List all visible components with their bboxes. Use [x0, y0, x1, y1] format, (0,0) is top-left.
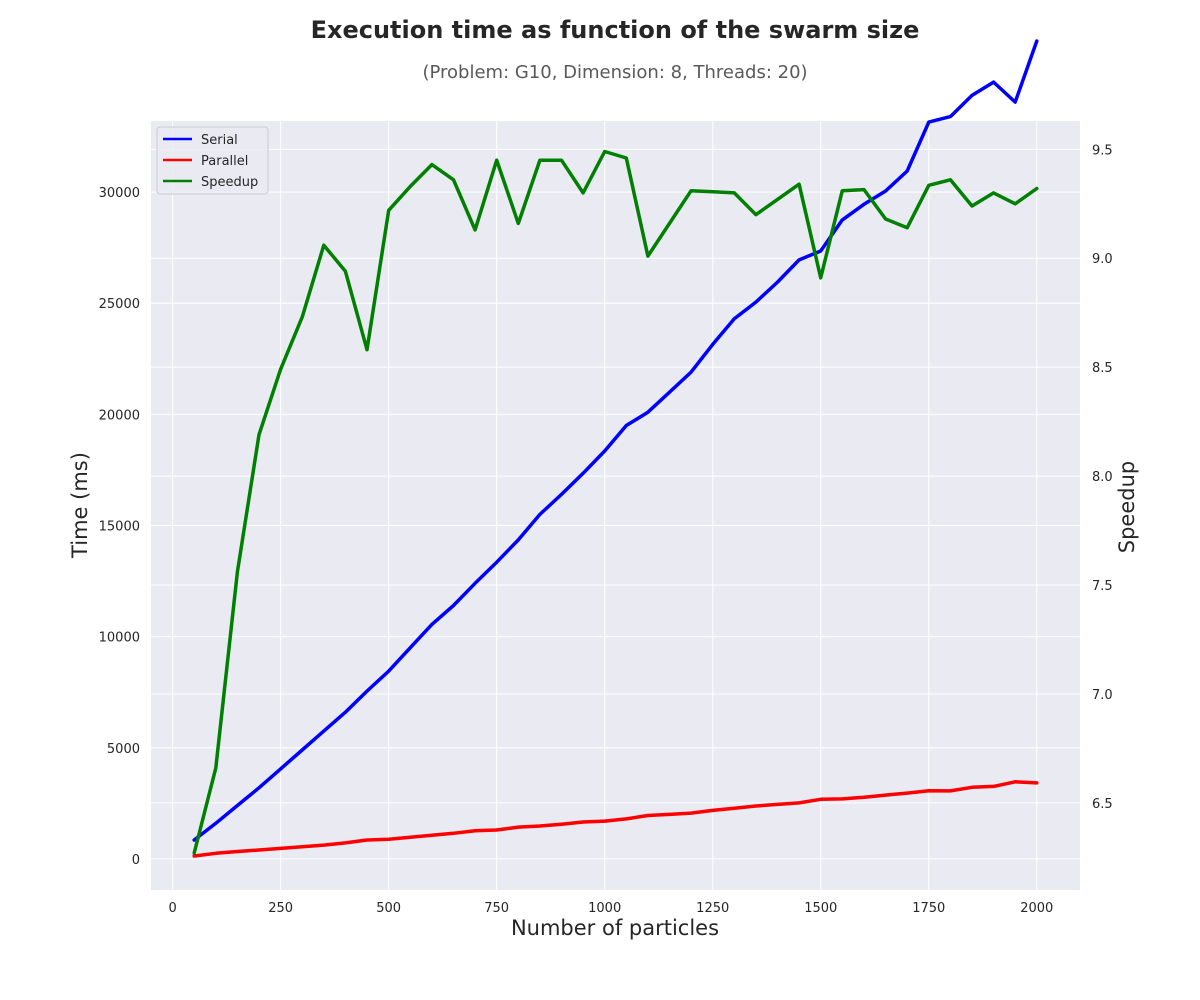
y-tick-label: 30000 — [99, 186, 140, 201]
chart-subtitle: (Problem: G10, Dimension: 8, Threads: 20… — [422, 62, 807, 83]
x-tick-label: 500 — [376, 901, 401, 916]
series-layer — [192, 39, 1039, 858]
series-line-parallel — [192, 780, 1039, 858]
y2-tick-label: 6.5 — [1092, 797, 1113, 812]
y2-tick-label: 8.0 — [1092, 470, 1113, 485]
y2-axis-label: Speedup — [1115, 461, 1139, 553]
y2-tick-label: 7.0 — [1092, 688, 1113, 703]
y-tick-label: 0 — [132, 853, 140, 868]
legend-label: Speedup — [201, 175, 258, 190]
x-tick-label: 1500 — [804, 901, 837, 916]
y-tick-label: 15000 — [99, 520, 140, 535]
x-tick-label: 250 — [268, 901, 293, 916]
x-tick-labels: 0 250 500 750 1000 1250 1500 1750 2000 — [168, 901, 1053, 916]
y-axis-label: Time (ms) — [68, 452, 92, 559]
x-tick-label: 750 — [484, 901, 509, 916]
y2-tick-label: 9.0 — [1092, 252, 1113, 267]
y2-tick-labels: 6.5 7.0 7.5 8.0 8.5 9.0 9.5 — [1092, 143, 1113, 812]
y2-tick-label: 9.5 — [1092, 143, 1113, 158]
legend: Serial Parallel Speedup — [156, 126, 269, 195]
y-tick-labels: 0 5000 10000 15000 20000 25000 30000 — [99, 186, 140, 868]
x-tick-label: 2000 — [1020, 901, 1053, 916]
chart-title: Execution time as function of the swarm … — [311, 16, 920, 44]
y-tick-label: 25000 — [99, 297, 140, 312]
x-tick-label: 1000 — [588, 901, 621, 916]
legend-label: Parallel — [201, 154, 248, 169]
x-tick-label: 1750 — [912, 901, 945, 916]
y2-tick-label: 8.5 — [1092, 361, 1113, 376]
series-line-speedup — [192, 149, 1039, 855]
x-axis-label: Number of particles — [511, 916, 719, 940]
x-tick-label: 1250 — [696, 901, 729, 916]
plot-area — [151, 121, 1080, 890]
legend-label: Serial — [201, 133, 238, 148]
y2-tick-label: 7.5 — [1092, 579, 1113, 594]
x-tick-label: 0 — [168, 901, 176, 916]
y-tick-label: 10000 — [99, 631, 140, 646]
y-tick-label: 5000 — [107, 742, 140, 757]
legend-box — [156, 126, 269, 195]
y-tick-label: 20000 — [99, 408, 140, 423]
series-line-serial — [192, 39, 1039, 842]
